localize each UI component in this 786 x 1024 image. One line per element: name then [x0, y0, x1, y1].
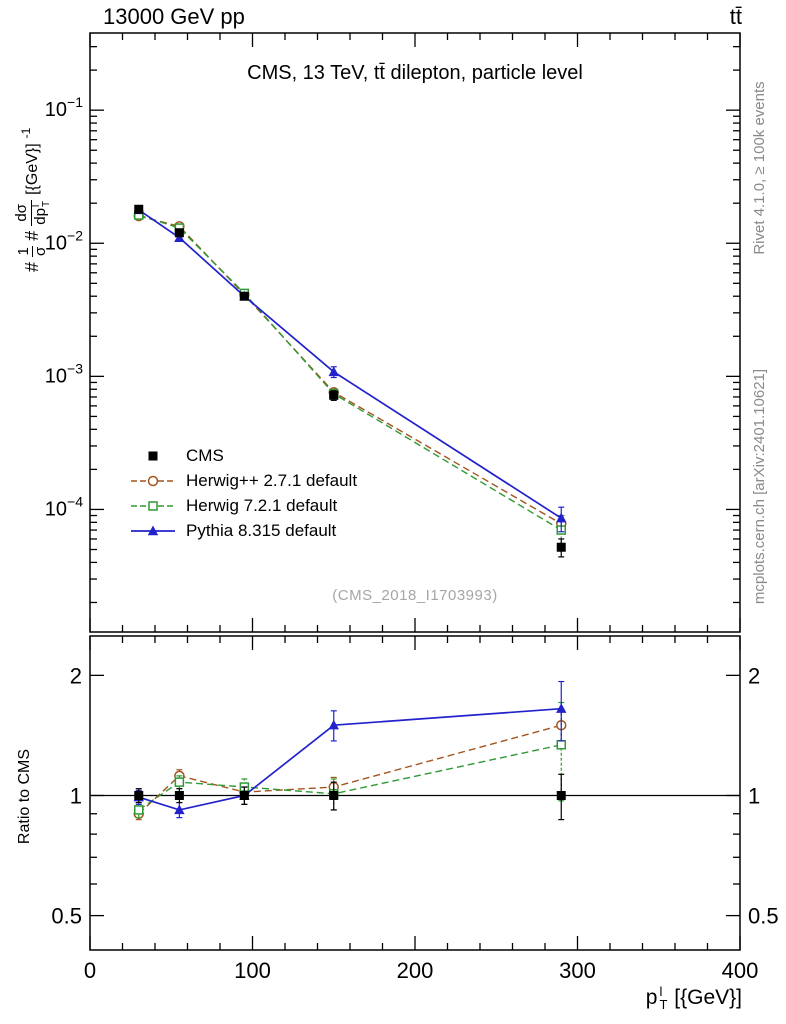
cms-series [134, 773, 566, 821]
ratio-y-tick-label: 2 [70, 663, 82, 688]
beam-energy-label: 13000 GeV pp [103, 4, 245, 29]
main-ticks [89, 33, 741, 632]
ylabel-hash-1: # [22, 261, 43, 272]
herwig-7-2-1-default-legend-marker [148, 500, 158, 511]
pythia-8-315-default-marker [328, 719, 339, 730]
main-panel: 10−1 10−2 10−3 10−4 [45, 32, 741, 633]
pythia-8-315-default-marker [328, 366, 339, 377]
x-tick-label: 300 [559, 958, 596, 983]
ratio-y-axis-label: Ratio to CMS [16, 748, 33, 845]
ratio-y-tick-label: 0.5 [748, 904, 779, 929]
cms-marker [134, 204, 144, 214]
ratio-y-tick-label: 1 [748, 783, 760, 808]
cms-marker [134, 790, 144, 800]
cms-marker [239, 790, 249, 800]
legend-sample-pythia-8-315-default [131, 525, 175, 535]
xlabel-pt-supsub: l T [659, 984, 668, 1012]
ylabel-frac-one-over-sigma: 1 σ [14, 245, 50, 257]
x-tick-label: 100 [234, 958, 271, 983]
x-tick-label: 400 [722, 958, 759, 983]
pythia-8-315-default-marker [556, 703, 567, 713]
legend-label: Pythia 8.315 default [186, 520, 337, 540]
legend-sample-cms [148, 451, 158, 460]
herwig-2-7-1-default-series [133, 710, 567, 821]
herwig-2-7-1-default-legend-marker [147, 475, 159, 486]
x-tick-label: 0 [84, 958, 96, 983]
legend-item-cms: CMS [129, 443, 357, 468]
legend-item-herwig-7-2-1-default: Herwig 7.2.1 default [129, 493, 357, 518]
legend-label: CMS [186, 445, 224, 465]
main-y-tick-label: 10−3 [45, 360, 83, 387]
plot-title: CMS, 13 TeV, tt̄ dilepton, particle leve… [247, 62, 583, 84]
cms-marker [329, 390, 339, 400]
cms-marker [556, 542, 566, 552]
pythia-8-315-default-marker [174, 804, 185, 815]
ratio-ticks [89, 636, 741, 950]
ratio-panel: 2 2 1 1 0.5 0.5 0 100 200 300 400 [51, 635, 779, 983]
cms-series [134, 204, 566, 558]
legend-item-pythia-8-315-default: Pythia 8.315 default [129, 518, 357, 543]
rivet-version-note: Rivet 4.1.0, ≥ 100k events [751, 81, 768, 255]
ratio-y-tick-label: 0.5 [51, 904, 82, 929]
x-tick-label: 200 [397, 958, 434, 983]
ylabel-pt-supsub: l T [30, 200, 52, 208]
pythia-8-315-default-line [138, 707, 562, 811]
pythia-8-315-default-legend-marker [147, 525, 159, 535]
cms-marker [329, 790, 339, 800]
cms-marker [556, 790, 566, 800]
cms-marker [239, 291, 249, 301]
legend: CMS Herwig++ 2.7.1 default Herwig 7.2.1 de… [129, 443, 357, 543]
ratio-y-tick-label: 2 [748, 663, 760, 688]
legend-label: Herwig 7.2.1 default [186, 495, 338, 515]
herwig-7-2-1-default-marker [174, 777, 185, 787]
ylabel-unit: [{GeV}] [23, 143, 41, 195]
herwig-7-2-1-default-series [134, 701, 566, 819]
x-axis-label: p l T [{GeV}] [430, 985, 742, 1011]
process-label: tt̄ [729, 4, 742, 29]
pythia-8-315-default-marker [556, 512, 567, 523]
main-frame [89, 32, 741, 633]
ylabel-hash-2: # [22, 230, 43, 241]
ylabel-exponent: -1 [18, 127, 33, 139]
legend-item-herwig-2-7-1-default: Herwig++ 2.7.1 default [129, 468, 357, 493]
main-y-tick-label: 10−1 [45, 94, 83, 121]
ratio-y-tick-label: 1 [70, 783, 82, 808]
herwig-7-2-1-default-line [138, 744, 562, 811]
analysis-id-watermark: (CMS_2018_I1703993) [332, 587, 498, 604]
legend-label: Herwig++ 2.7.1 default [186, 470, 358, 490]
pythia-8-315-default-series [133, 680, 567, 819]
ylabel-frac-dsigma-dpt: dσ dp l T [13, 199, 52, 226]
ratio-frame [89, 635, 741, 951]
legend-sample-herwig-2-7-1-default [131, 475, 175, 486]
main-y-axis-label: # 1 σ # dσ dp l T [{GeV}] -1 [13, 22, 52, 272]
cms-legend-marker [148, 451, 158, 460]
herwig-2-7-1-default-line [138, 724, 562, 815]
herwig-7-2-1-default-marker [134, 805, 144, 815]
main-y-tick-label: 10−2 [45, 227, 83, 254]
mcplots-link-note: mcplots.cern.ch [arXiv:2401.10621] [751, 368, 768, 605]
legend-sample-herwig-7-2-1-default [131, 500, 175, 511]
cms-marker [174, 228, 184, 238]
xlabel-unit: [{GeV}] [668, 986, 742, 1009]
herwig-7-2-1-default-marker [556, 740, 566, 750]
cms-marker [174, 790, 184, 800]
xlabel-base: p [645, 986, 658, 1009]
main-y-tick-label: 10−4 [45, 493, 83, 520]
